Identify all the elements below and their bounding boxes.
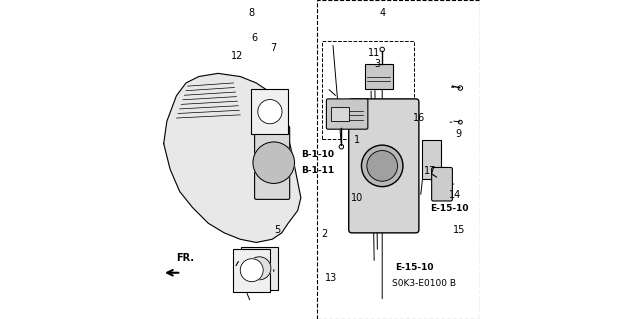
Circle shape — [248, 257, 271, 280]
Bar — [331, 107, 349, 121]
Text: 16: 16 — [413, 113, 425, 123]
Bar — [233, 249, 270, 292]
Text: 9: 9 — [456, 129, 462, 139]
Text: 1: 1 — [354, 135, 360, 145]
Text: 17: 17 — [424, 166, 436, 176]
Polygon shape — [164, 73, 301, 242]
FancyBboxPatch shape — [349, 99, 419, 233]
Bar — [241, 247, 278, 290]
Text: B-1-11: B-1-11 — [301, 166, 334, 175]
FancyBboxPatch shape — [255, 126, 290, 199]
Text: 13: 13 — [325, 272, 337, 283]
Text: 6: 6 — [252, 33, 258, 43]
Bar — [365, 64, 394, 89]
Text: 15: 15 — [452, 225, 465, 235]
FancyBboxPatch shape — [326, 99, 368, 129]
Text: 2: 2 — [322, 229, 328, 240]
Bar — [317, 0, 479, 319]
Bar — [422, 140, 441, 179]
Circle shape — [253, 142, 294, 183]
Text: E-15-10: E-15-10 — [395, 263, 433, 272]
Text: 5: 5 — [274, 225, 280, 235]
Circle shape — [367, 151, 397, 181]
Text: S0K3-E0100 B: S0K3-E0100 B — [392, 279, 456, 288]
Text: 12: 12 — [231, 51, 243, 61]
Bar — [321, 41, 414, 139]
Text: 3: 3 — [374, 59, 381, 69]
Circle shape — [258, 100, 282, 124]
Text: 10: 10 — [351, 193, 363, 203]
Circle shape — [240, 259, 263, 282]
Circle shape — [362, 145, 403, 187]
Text: FR.: FR. — [177, 253, 195, 263]
Bar — [252, 89, 288, 134]
Text: 4: 4 — [379, 8, 385, 18]
FancyBboxPatch shape — [431, 167, 452, 201]
Text: 11: 11 — [368, 48, 380, 58]
Text: 14: 14 — [449, 189, 461, 200]
Text: 8: 8 — [248, 8, 255, 18]
Text: E-15-10: E-15-10 — [430, 204, 468, 213]
Text: B-1-10: B-1-10 — [301, 150, 334, 159]
Text: 7: 7 — [271, 43, 277, 53]
